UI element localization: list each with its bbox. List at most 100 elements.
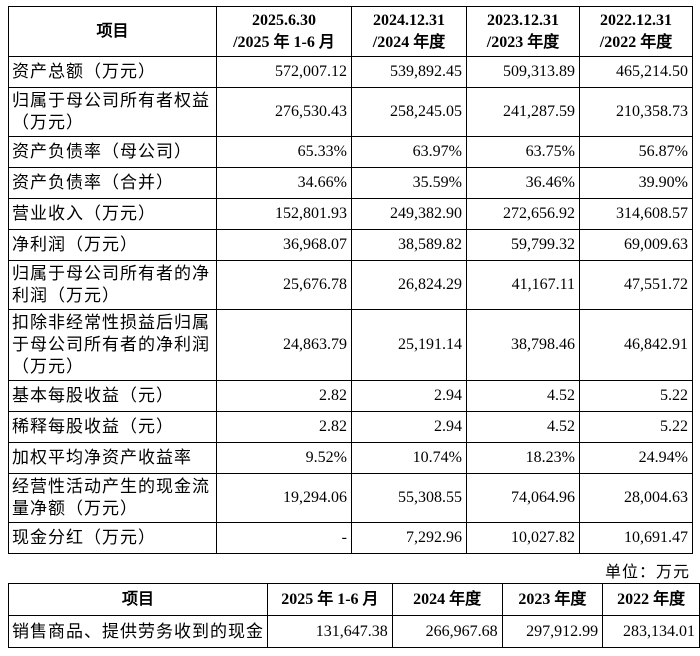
value-cell: 276,530.43 [216, 87, 352, 137]
value-cell: 38,798.46 [466, 309, 580, 381]
value-cell: 46,842.91 [579, 309, 693, 381]
value-cell: 249,382.90 [351, 198, 467, 230]
row-label: 营业收入（万元） [8, 198, 217, 230]
header-line: 2025.6.30 [252, 11, 316, 29]
header-cell: 2025 年 1-6 月 [267, 583, 393, 616]
value-cell: 69,009.63 [579, 229, 693, 261]
value-cell: 36.46% [466, 167, 580, 199]
data-row: 稀释每股收益（元） 2.82 2.94 4.52 5.22 [8, 411, 693, 443]
value-cell: 4.52 [466, 411, 580, 443]
value-cell: 2.82 [216, 380, 352, 412]
header-line: /2023 年度 [486, 33, 560, 51]
value-cell: 258,245.05 [351, 87, 467, 137]
data-row: 销售商品、提供劳务收到的现金 131,647.38 266,967.68 297,91… [8, 615, 700, 648]
row-label: 资产负债率（母公司） [8, 136, 217, 168]
header-cell: 2023 年度 [501, 583, 604, 616]
value-cell: 47,551.72 [579, 260, 693, 310]
header-cell: 项目 [8, 583, 268, 616]
value-cell: 10.74% [351, 442, 467, 474]
value-cell: 56.87% [579, 136, 693, 168]
financial-table: 项目 2025.6.30/2025 年 1-6 月 2024.12.31/2024 … [8, 6, 693, 554]
value-cell: 2.94 [351, 411, 467, 443]
value-cell: 2.82 [216, 411, 352, 443]
value-cell: - [216, 522, 352, 554]
value-cell: 59,799.32 [466, 229, 580, 261]
row-label: 经营性活动产生的现金流量净额（万元） [8, 473, 217, 523]
data-row: 净利润（万元） 36,968.07 38,589.82 59,799.32 69,009… [8, 229, 693, 261]
table-head: 项目 2025.6.30/2025 年 1-6 月 2024.12.31/2024 … [8, 6, 693, 57]
cash-table: 项目 2025 年 1-6 月 2024 年度 2023 年度 2022 年度 销售商品… [8, 583, 700, 648]
row-label: 基本每股收益（元） [8, 380, 217, 412]
value-cell: 5.22 [579, 380, 693, 412]
row-label: 销售商品、提供劳务收到的现金 [8, 615, 268, 648]
value-cell: 25,676.78 [216, 260, 352, 310]
table-head: 项目 2025 年 1-6 月 2024 年度 2023 年度 2022 年度 [8, 583, 700, 616]
value-cell: 572,007.12 [216, 56, 352, 88]
value-cell: 38,589.82 [351, 229, 467, 261]
header-row: 项目 2025.6.30/2025 年 1-6 月 2024.12.31/2024 … [8, 6, 693, 57]
data-row: 资产负债率（合并） 34.66% 35.59% 36.46% 39.90% [8, 167, 693, 199]
header-line: /2022 年度 [599, 33, 673, 51]
row-label: 净利润（万元） [8, 229, 217, 261]
value-cell: 241,287.59 [466, 87, 580, 137]
row-label: 归属于母公司所有者的净利润（万元） [8, 260, 217, 310]
value-cell: 41,167.11 [466, 260, 580, 310]
value-cell: 9.52% [216, 442, 352, 474]
data-row: 扣除非经常性损益后归属于母公司所有者的净利润（万元） 24,863.79 25,19… [8, 309, 693, 381]
data-row: 资产总额（万元） 572,007.12 539,892.45 509,313.89 46… [8, 56, 693, 88]
value-cell: 19,294.06 [216, 473, 352, 523]
value-cell: 2.94 [351, 380, 467, 412]
row-label: 稀释每股收益（元） [8, 411, 217, 443]
value-cell: 7,292.96 [351, 522, 467, 554]
header-line: /2024 年度 [372, 33, 446, 51]
header-cell: 2023.12.31/2023 年度 [466, 6, 580, 57]
header-cell: 项目 [8, 6, 217, 57]
value-cell: 65.33% [216, 136, 352, 168]
data-row: 营业收入（万元） 152,801.93 249,382.90 272,656.92 31… [8, 198, 693, 230]
header-cell: 2022 年度 [602, 583, 700, 616]
row-label: 加权平均净资产收益率 [8, 442, 217, 474]
row-label: 扣除非经常性损益后归属于母公司所有者的净利润（万元） [8, 309, 217, 381]
header-cell: 2024 年度 [391, 583, 503, 616]
header-line: 2023.12.31 [487, 11, 559, 29]
value-cell: 36,968.07 [216, 229, 352, 261]
data-row: 基本每股收益（元） 2.82 2.94 4.52 5.22 [8, 380, 693, 412]
row-label: 归属于母公司所有者权益（万元） [8, 87, 217, 137]
header-cell: 2025.6.30/2025 年 1-6 月 [216, 6, 352, 57]
header-line: /2025 年 1-6 月 [233, 33, 335, 51]
value-cell: 152,801.93 [216, 198, 352, 230]
value-cell: 131,647.38 [267, 615, 393, 648]
value-cell: 74,064.96 [466, 473, 580, 523]
value-cell: 210,358.73 [579, 87, 693, 137]
value-cell: 266,967.68 [391, 615, 503, 648]
row-label: 资产总额（万元） [8, 56, 217, 88]
value-cell: 63.75% [466, 136, 580, 168]
header-cell: 2024.12.31/2024 年度 [351, 6, 467, 57]
value-cell: 39.90% [579, 167, 693, 199]
value-cell: 26,824.29 [351, 260, 467, 310]
value-cell: 28,004.63 [579, 473, 693, 523]
data-row: 资产负债率（母公司） 65.33% 63.97% 63.75% 56.87% [8, 136, 693, 168]
table-body: 资产总额（万元） 572,007.12 539,892.45 509,313.89 46… [8, 56, 693, 554]
data-row: 现金分红（万元） -7,292.96 10,027.82 10,691.47 [8, 522, 693, 554]
header-cell: 2022.12.31/2022 年度 [579, 6, 693, 57]
value-cell: 539,892.45 [351, 56, 467, 88]
row-label: 现金分红（万元） [8, 522, 217, 554]
value-cell: 5.22 [579, 411, 693, 443]
value-cell: 24,863.79 [216, 309, 352, 381]
value-cell: 297,912.99 [501, 615, 604, 648]
data-row: 加权平均净资产收益率 9.52% 10.74% 18.23% 24.94% [8, 442, 693, 474]
value-cell: 55,308.55 [351, 473, 467, 523]
data-row: 归属于母公司所有者权益（万元） 276,530.43 258,245.05 241,2… [8, 87, 693, 137]
value-cell: 24.94% [579, 442, 693, 474]
header-line: 2024.12.31 [373, 11, 445, 29]
value-cell: 4.52 [466, 380, 580, 412]
header-line: 2022.12.31 [600, 11, 672, 29]
value-cell: 314,608.57 [579, 198, 693, 230]
value-cell: 272,656.92 [466, 198, 580, 230]
value-cell: 10,691.47 [579, 522, 693, 554]
data-row: 经营性活动产生的现金流量净额（万元） 19,294.06 55,308.55 74,0… [8, 473, 693, 523]
value-cell: 283,134.01 [602, 615, 700, 648]
value-cell: 35.59% [351, 167, 467, 199]
